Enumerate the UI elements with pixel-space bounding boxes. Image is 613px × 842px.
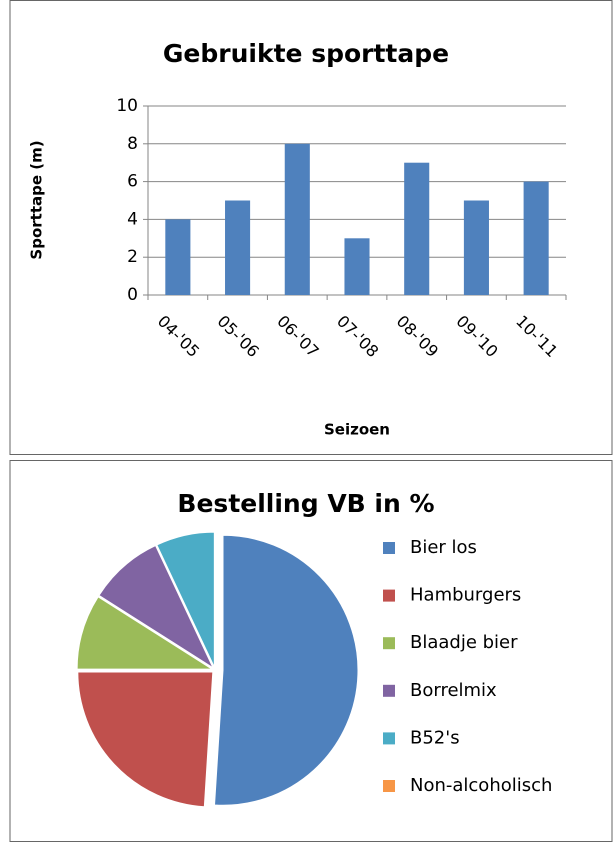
pie-slice: [213, 534, 359, 806]
legend-label: Non-alcoholisch: [410, 775, 552, 796]
pie-slice: [77, 671, 214, 808]
y-tick-label: 0: [127, 285, 138, 305]
legend-swatch: [383, 684, 395, 697]
legend-label: B52's: [410, 727, 460, 748]
x-axis-label: Seizoen: [324, 421, 390, 439]
legend-label: Blaadje bier: [410, 632, 518, 653]
y-axis-label: Sporttape (m): [28, 140, 46, 259]
bar: [225, 200, 251, 295]
pie-slice: [76, 596, 214, 670]
y-tick-label: 6: [127, 172, 138, 192]
legend-label: Bier los: [410, 537, 477, 558]
legend-swatch: [383, 780, 395, 792]
y-tick-label: 8: [127, 134, 138, 154]
chart-title: Bestelling VB in %: [177, 489, 434, 518]
legend-swatch: [383, 732, 395, 745]
bar: [463, 200, 489, 295]
y-tick-label: 4: [127, 209, 138, 229]
bar: [165, 219, 191, 295]
legend-swatch: [383, 637, 395, 650]
chart-title: Gebruikte sporttape: [163, 39, 449, 68]
y-tick-label: 2: [127, 247, 138, 267]
bar: [404, 162, 430, 295]
bar: [344, 238, 370, 295]
legend-label: Borrelmix: [410, 680, 497, 701]
legend-swatch: [383, 542, 395, 554]
pie-slice: [156, 531, 215, 668]
bar: [284, 143, 310, 295]
bar: [523, 181, 549, 295]
legend-label: Hamburgers: [410, 585, 521, 606]
chart-frame: [9, 0, 613, 455]
legend-swatch: [383, 589, 395, 602]
pie-slice: [98, 544, 215, 670]
y-tick-label: 10: [116, 96, 138, 116]
